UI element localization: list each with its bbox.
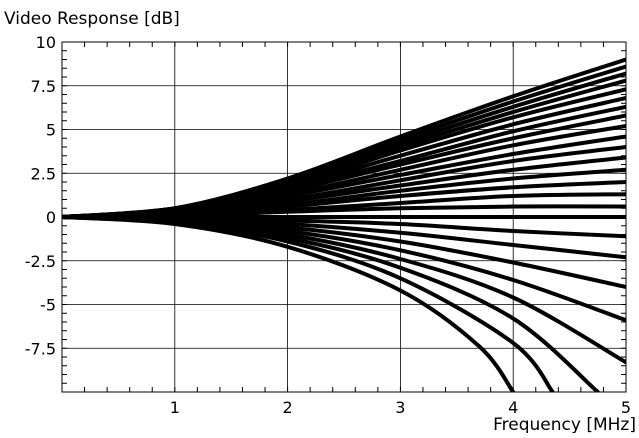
y-axis-title: Video Response [dB] <box>4 9 180 29</box>
x-tick-label: 4 <box>508 398 518 417</box>
y-tick-label: 2.5 <box>31 164 56 183</box>
y-tick-label: -2.5 <box>25 252 56 271</box>
y-tick-label: 0 <box>46 208 56 227</box>
x-tick-label: 1 <box>170 398 180 417</box>
y-tick-label: 7.5 <box>31 77 56 96</box>
y-tick-label: 5 <box>46 121 56 140</box>
x-tick-label: 3 <box>395 398 405 417</box>
x-tick-label: 2 <box>283 398 293 417</box>
plot-frame <box>61 41 627 393</box>
y-tick-label: -5 <box>40 296 56 315</box>
series-layer <box>62 57 626 392</box>
y-tick-label: 10 <box>36 33 56 52</box>
x-axis-title: Frequency [MHz] <box>493 415 636 433</box>
x-tick-label: 5 <box>621 398 631 417</box>
y-tick-label: -7.5 <box>25 339 56 358</box>
label-layer: 1 2 3 4 5 10 7.5 5 2.5 0 -2.5 -5 -7.5 <box>25 33 631 417</box>
response-curve-25 <box>62 215 516 392</box>
